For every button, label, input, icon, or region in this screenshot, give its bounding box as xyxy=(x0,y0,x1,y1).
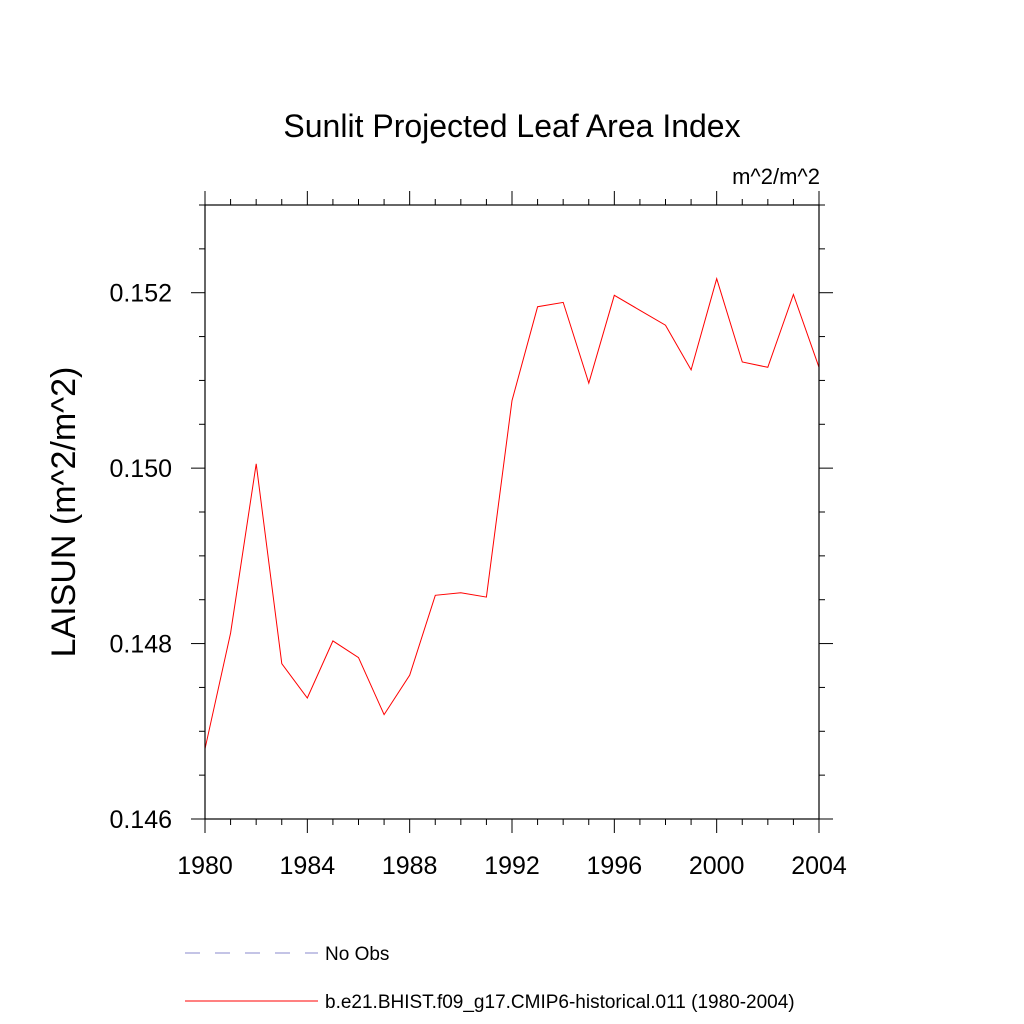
x-tick-label: 1980 xyxy=(177,852,233,880)
y-tick-label: 0.152 xyxy=(109,280,172,308)
x-tick-label: 1984 xyxy=(280,852,336,880)
units-label: m^2/m^2 xyxy=(732,164,820,189)
chart-title: Sunlit Projected Leaf Area Index xyxy=(283,108,740,144)
y-tick-label: 0.148 xyxy=(109,631,172,659)
legend-label-no-obs: No Obs xyxy=(325,944,389,965)
series-lines xyxy=(204,276,820,749)
legend: No Obs b.e21.BHIST.f09_g17.CMIP6-histori… xyxy=(185,944,795,1013)
tick-labels: 1980 1984 1988 1992 1996 2000 2004 0.146 0.148 0.… xyxy=(109,280,846,880)
plot-frame xyxy=(204,204,820,820)
x-tick-label: 2000 xyxy=(689,852,745,880)
x-tick-label: 1988 xyxy=(382,852,438,880)
y-axis-label: LAISUN (m^2/m^2) xyxy=(45,367,83,658)
legend-label-model-run: b.e21.BHIST.f09_g17.CMIP6-historical.011… xyxy=(325,992,795,1013)
x-tick-label: 1996 xyxy=(587,852,643,880)
y-tick-label: 0.146 xyxy=(109,806,172,834)
y-tick-label: 0.150 xyxy=(109,455,172,483)
series-line xyxy=(204,276,820,749)
x-tick-label: 2004 xyxy=(791,852,847,880)
x-tick-label: 1992 xyxy=(484,852,540,880)
axis-ticks xyxy=(191,191,833,833)
